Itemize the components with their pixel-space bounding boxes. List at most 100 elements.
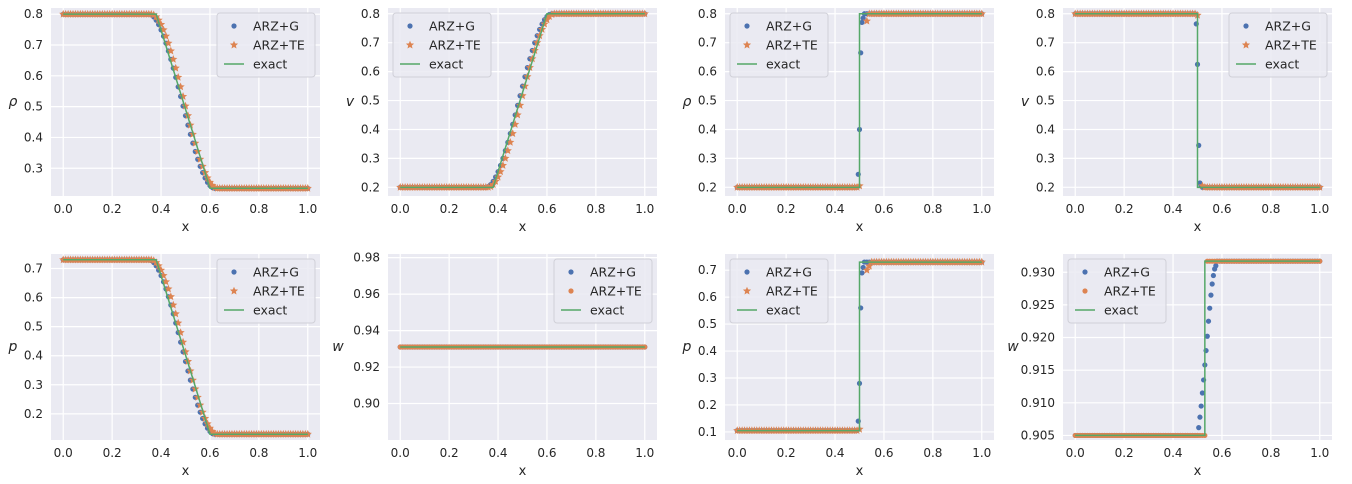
data-point: [528, 54, 537, 63]
x-tick-label: 0.4: [825, 446, 844, 460]
legend-label: exact: [766, 303, 800, 318]
subplot-7: 0.0 0.2 0.4 0.6 0.8 1.0 0.1 0.2 0.3 0.4 0.5 0.6 0.7 x…: [682, 254, 994, 479]
data-point: [545, 12, 554, 20]
data-point: [1208, 292, 1214, 298]
x-tick-label: 0.0: [54, 202, 73, 216]
y-tick-label: 0.3: [24, 378, 43, 392]
legend-dot-marker: [744, 269, 750, 275]
x-tick-label: 0.4: [825, 202, 844, 216]
x-tick-label: 0.0: [728, 202, 747, 216]
x-tick-label: 0.8: [586, 446, 605, 460]
subplot-2: 0.0 0.2 0.4 0.6 0.8 1.0 0.2 0.3 0.4 0.5 0.6 0.7 0.8 x…: [346, 7, 657, 235]
legend-dot-marker: [231, 269, 237, 275]
x-tick-label: 0.6: [200, 202, 219, 216]
data-point: [166, 46, 175, 55]
y-tick-label: 0.6: [698, 65, 717, 79]
data-point: [1198, 403, 1204, 409]
x-tick-label: 1.0: [1310, 446, 1329, 460]
data-point: [1209, 281, 1215, 287]
x-tick-label: 1.0: [972, 202, 991, 216]
y-tick-label: 0.7: [24, 38, 43, 52]
series-exact: [1075, 260, 1320, 437]
y-tick-label: 0.6: [1036, 65, 1055, 79]
y-tick-label: 0.6: [361, 65, 380, 79]
x-tick-label: 0.0: [1066, 446, 1085, 460]
x-tick-label: 0.2: [103, 446, 122, 460]
y-tick-label: 0.1: [698, 425, 717, 439]
legend-label: ARZ+G: [1104, 265, 1150, 280]
y-axis-label: ρ: [683, 94, 692, 110]
legend: ARZ+G ARZ+TE exact: [553, 258, 653, 324]
legend-label: ARZ+G: [253, 265, 299, 280]
data-point: [496, 167, 505, 176]
x-tick-label: 1.0: [298, 202, 317, 216]
legend-label: ARZ+TE: [766, 38, 818, 53]
y-tick-label: 0.8: [24, 7, 43, 21]
y-tick-label: 0.4: [24, 349, 43, 363]
legend-dot-marker: [231, 23, 237, 29]
y-tick-label: 0.5: [698, 317, 717, 331]
x-tick-label: 0.0: [1066, 202, 1085, 216]
subplot-8: 0.0 0.2 0.4 0.6 0.8 1.0 0.905 0.910 0.915 0.920 0.…: [1007, 254, 1332, 479]
x-tick-label: 0.4: [488, 446, 507, 460]
legend-star-marker: [229, 286, 239, 295]
legend-dot-marker: [407, 23, 413, 29]
y-tick-label: 0.925: [1021, 298, 1055, 312]
subplot-6: 0.0 0.2 0.4 0.6 0.8 1.0 0.90 0.92 0.94 0.96 0.98 x w…: [332, 251, 657, 479]
legend-box: [392, 12, 492, 78]
data-point: [1204, 333, 1210, 339]
legend-star-marker: [742, 40, 752, 49]
legend-box: [216, 258, 316, 324]
legend-star-marker: [1241, 40, 1251, 49]
legend-label: ARZ+TE: [1104, 284, 1156, 299]
x-tick-label: 0.2: [777, 202, 796, 216]
y-tick-label: 0.7: [698, 263, 717, 277]
data-point: [181, 101, 190, 110]
y-axis-label: p: [682, 339, 692, 355]
y-tick-label: 0.3: [698, 151, 717, 165]
legend: ARZ+G ARZ+TE exact: [1067, 258, 1167, 324]
series-exact: [737, 13, 982, 189]
x-axis-label: x: [1194, 220, 1202, 235]
x-tick-label: 1.0: [972, 446, 991, 460]
x-axis-label: x: [856, 464, 864, 479]
x-tick-label: 0.6: [537, 202, 556, 216]
legend-box: [729, 12, 829, 78]
y-tick-label: 0.2: [361, 180, 380, 194]
series-exact: [1075, 13, 1320, 189]
series-exact: [400, 13, 645, 189]
legend-label: exact: [590, 303, 624, 318]
y-axis-label: w: [1007, 339, 1019, 355]
legend-label: exact: [766, 57, 800, 72]
x-tick-label: 0.4: [1163, 446, 1182, 460]
data-point: [533, 38, 542, 47]
y-tick-label: 0.3: [698, 371, 717, 385]
exact-line: [63, 259, 308, 435]
data-point: [862, 16, 871, 25]
y-tick-label: 0.5: [1036, 94, 1055, 108]
legend-box: [1067, 258, 1167, 324]
y-tick-label: 0.7: [361, 36, 380, 50]
x-tick-label: 0.4: [151, 446, 170, 460]
y-tick-label: 0.915: [1021, 363, 1055, 377]
x-tick-label: 1.0: [1310, 202, 1329, 216]
subplot-3: 0.0 0.2 0.4 0.6 0.8 1.0 0.2 0.3 0.4 0.5 0.6 0.7 0.8 x…: [683, 7, 994, 235]
legend-box: [1228, 12, 1328, 78]
y-tick-label: 0.4: [24, 130, 43, 144]
x-tick-label: 1.0: [635, 446, 654, 460]
legend-label: ARZ+G: [429, 19, 475, 34]
x-tick-label: 0.8: [249, 446, 268, 460]
y-tick-label: 0.2: [1036, 180, 1055, 194]
y-tick-label: 0.7: [24, 262, 43, 276]
data-point: [860, 15, 866, 21]
series-exact: [737, 261, 982, 432]
legend-label: ARZ+G: [253, 19, 299, 34]
x-tick-label: 0.0: [391, 202, 410, 216]
y-tick-label: 0.6: [698, 290, 717, 304]
x-tick-label: 0.8: [249, 202, 268, 216]
y-tick-label: 0.920: [1021, 331, 1055, 345]
x-tick-label: 0.6: [874, 202, 893, 216]
data-point: [1213, 263, 1219, 269]
x-tick-label: 0.8: [1261, 202, 1280, 216]
data-point: [181, 347, 190, 356]
